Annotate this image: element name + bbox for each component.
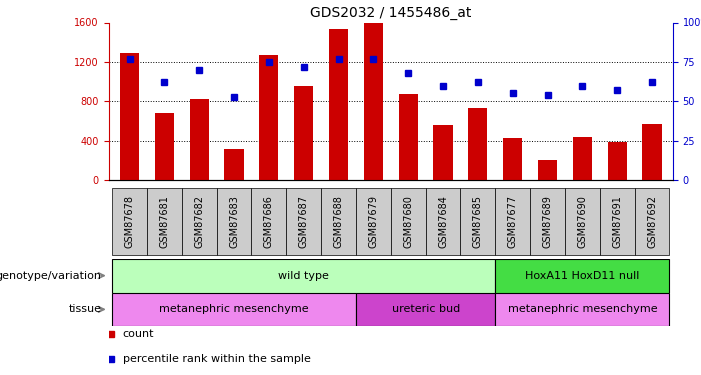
Bar [433, 125, 453, 180]
Bar [364, 24, 383, 180]
Bar [112, 259, 496, 292]
Bar [573, 137, 592, 180]
Bar [190, 99, 209, 180]
Bar [294, 86, 313, 180]
Bar [321, 188, 356, 255]
Bar [329, 29, 348, 180]
Bar [503, 138, 522, 180]
Bar [538, 160, 557, 180]
Bar [224, 148, 244, 180]
Bar [496, 259, 669, 292]
Text: GSM87684: GSM87684 [438, 195, 448, 248]
Text: count: count [123, 329, 154, 339]
Bar [565, 188, 600, 255]
Text: wild type: wild type [278, 271, 329, 280]
Text: GSM87682: GSM87682 [194, 195, 204, 248]
Text: GSM87690: GSM87690 [578, 195, 587, 248]
Text: tissue: tissue [69, 304, 102, 314]
Text: GSM87685: GSM87685 [473, 195, 483, 248]
Bar [530, 188, 565, 255]
Bar [461, 188, 496, 255]
Text: metanephric mesenchyme: metanephric mesenchyme [159, 304, 309, 314]
Bar [391, 188, 426, 255]
Text: GSM87692: GSM87692 [647, 195, 657, 248]
Text: GSM87678: GSM87678 [125, 195, 135, 248]
Text: GSM87677: GSM87677 [508, 195, 518, 248]
Text: GSM87680: GSM87680 [403, 195, 413, 248]
Bar [286, 188, 321, 255]
Bar [217, 188, 252, 255]
Bar [120, 53, 139, 180]
Text: HoxA11 HoxD11 null: HoxA11 HoxD11 null [525, 271, 639, 280]
Bar [112, 188, 147, 255]
Text: GSM87683: GSM87683 [229, 195, 239, 248]
Title: GDS2032 / 1455486_at: GDS2032 / 1455486_at [310, 6, 472, 20]
Text: GSM87687: GSM87687 [299, 195, 308, 248]
Bar [356, 292, 496, 326]
Bar [496, 188, 530, 255]
Bar [600, 188, 634, 255]
Bar [608, 142, 627, 180]
Text: metanephric mesenchyme: metanephric mesenchyme [508, 304, 658, 314]
Bar [399, 94, 418, 180]
Bar [356, 188, 391, 255]
Bar [468, 108, 487, 180]
Text: GSM87689: GSM87689 [543, 195, 552, 248]
Bar [112, 292, 356, 326]
Bar [155, 113, 174, 180]
Text: GSM87679: GSM87679 [369, 195, 379, 248]
Bar [643, 124, 662, 180]
Bar [259, 55, 278, 180]
Text: genotype/variation: genotype/variation [0, 271, 102, 280]
Bar [496, 292, 669, 326]
Bar [426, 188, 461, 255]
Bar [182, 188, 217, 255]
Text: percentile rank within the sample: percentile rank within the sample [123, 354, 311, 363]
Text: ureteric bud: ureteric bud [392, 304, 460, 314]
Text: GSM87686: GSM87686 [264, 195, 274, 248]
Bar [147, 188, 182, 255]
Text: GSM87688: GSM87688 [334, 195, 343, 248]
Text: GSM87691: GSM87691 [612, 195, 622, 248]
Text: GSM87681: GSM87681 [159, 195, 170, 248]
Bar [252, 188, 286, 255]
Bar [634, 188, 669, 255]
